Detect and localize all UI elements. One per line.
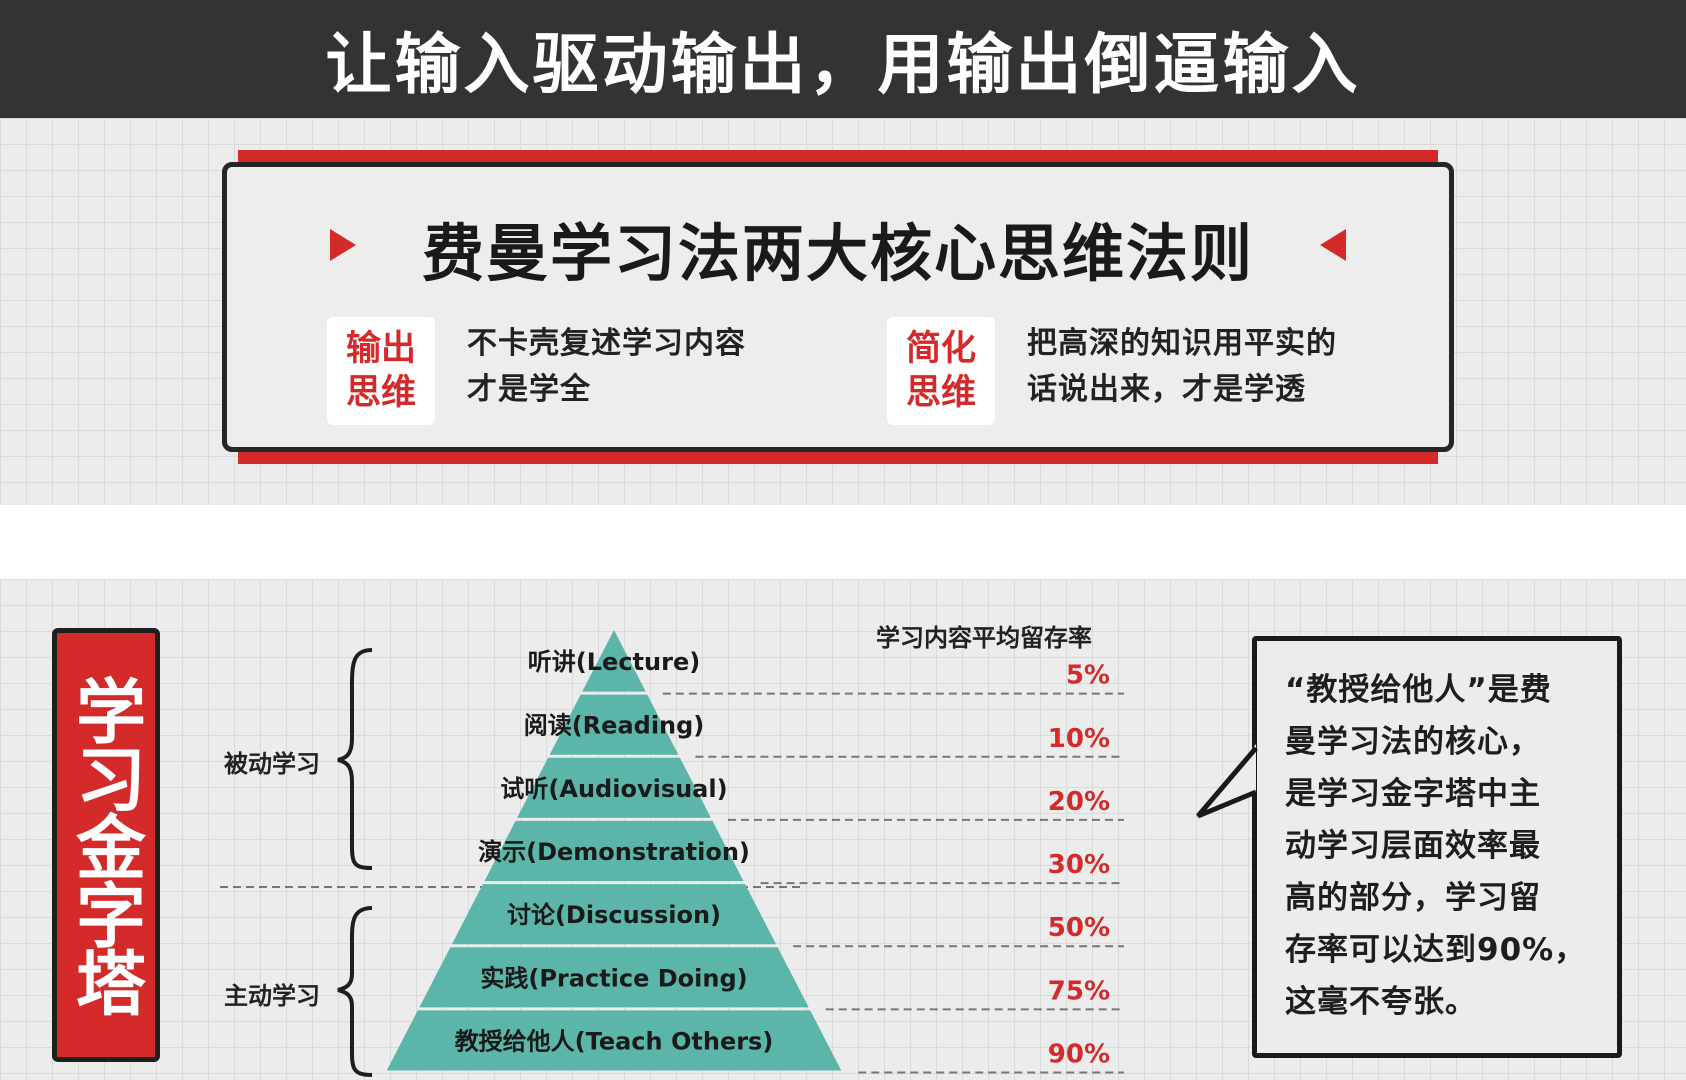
pyramid-level-label: 讨论(Discussion) (507, 901, 721, 929)
callout-line: 存率可以达到90%， (1285, 932, 1587, 968)
group-label-passive: 被动学习 (224, 750, 320, 778)
retention-rate-heading: 学习内容平均留存率 (876, 624, 1092, 652)
group-label-active: 主动学习 (224, 982, 320, 1010)
pyramid-level-label: 演示(Demonstration) (478, 838, 750, 866)
badge-line: 输出 (345, 329, 416, 369)
pyramid-level (484, 820, 744, 882)
triangle-left-icon (1320, 229, 1346, 261)
callout-line: 高的部分，学习留 (1285, 880, 1541, 916)
badge-output-thinking: 输出 思维 (327, 317, 435, 425)
page-title: 让输入驱动输出，用输出倒逼输入 (325, 26, 1361, 103)
pyramid-level-label: 阅读(Reading) (524, 712, 705, 740)
pyramid-level-label: 听讲(Lecture) (528, 648, 700, 676)
principle-description-simplify: 把高深的知识用平实的 话说出来，才是学透 (1027, 321, 1337, 413)
principles-card: 费曼学习法两大核心思维法则 输出 思维 不卡壳复述学习内容 才是学全 简化 思维… (222, 162, 1454, 452)
callout-line: “教授给他人”是费 (1285, 672, 1552, 708)
card-title: 费曼学习法两大核心思维法则 (421, 217, 1254, 290)
pyramid-level-label: 试听(Audiovisual) (500, 775, 727, 803)
pyramid-level (549, 694, 679, 755)
callout-line: 动学习层面效率最 (1285, 828, 1541, 864)
badge-simplify-thinking: 简化 思维 (887, 317, 995, 425)
bubble-tail-icon (1196, 744, 1258, 819)
desc-line: 才是学全 (467, 372, 591, 407)
retention-rate-value: 10% (1048, 724, 1110, 754)
callout-text: “教授给他人”是费 曼学习法的核心， 是学习金字塔中主 动学习层面效率最 高的部… (1285, 664, 1605, 1028)
pyramid-level (451, 884, 777, 945)
badge-line: 简化 (905, 329, 976, 369)
retention-rate-value: 20% (1048, 787, 1110, 817)
pyramid-level-label: 教授给他人(Teach Others) (455, 1027, 774, 1055)
section-divider (0, 505, 1686, 579)
callout-line: 曼学习法的核心， (1285, 724, 1541, 760)
brace-active-icon (337, 906, 373, 1077)
desc-line: 把高深的知识用平实的 (1027, 326, 1337, 361)
desc-line: 不卡壳复述学习内容 (467, 326, 746, 361)
callout-line: 这毫不夸张。 (1285, 984, 1477, 1020)
desc-line: 话说出来，才是学透 (1027, 372, 1306, 407)
principle-description-output: 不卡壳复述学习内容 才是学全 (467, 321, 746, 413)
pyramid-level-label: 实践(Practice Doing) (480, 964, 747, 992)
triangle-right-icon (330, 229, 356, 261)
brace-passive-icon (337, 648, 373, 870)
side-title-text: 学习金字塔 (64, 675, 147, 1015)
retention-rate-value: 30% (1048, 850, 1110, 880)
retention-rate-value: 90% (1048, 1040, 1110, 1070)
badge-line: 思维 (345, 373, 416, 413)
pyramid-level (386, 1010, 842, 1071)
learning-pyramid-side-title: 学习金字塔 (52, 628, 160, 1062)
retention-rate-value: 5% (1066, 661, 1110, 691)
pyramid-level (419, 947, 809, 1008)
pyramid-level (582, 630, 646, 692)
callout-bubble (1252, 636, 1622, 1058)
badge-line: 思维 (905, 373, 976, 413)
pyramid-level (517, 757, 711, 818)
retention-rate-value: 75% (1048, 976, 1110, 1006)
retention-rate-value: 50% (1048, 913, 1110, 943)
page-header-banner: 让输入驱动输出，用输出倒逼输入 (0, 0, 1686, 118)
callout-line: 是学习金字塔中主 (1285, 776, 1541, 812)
